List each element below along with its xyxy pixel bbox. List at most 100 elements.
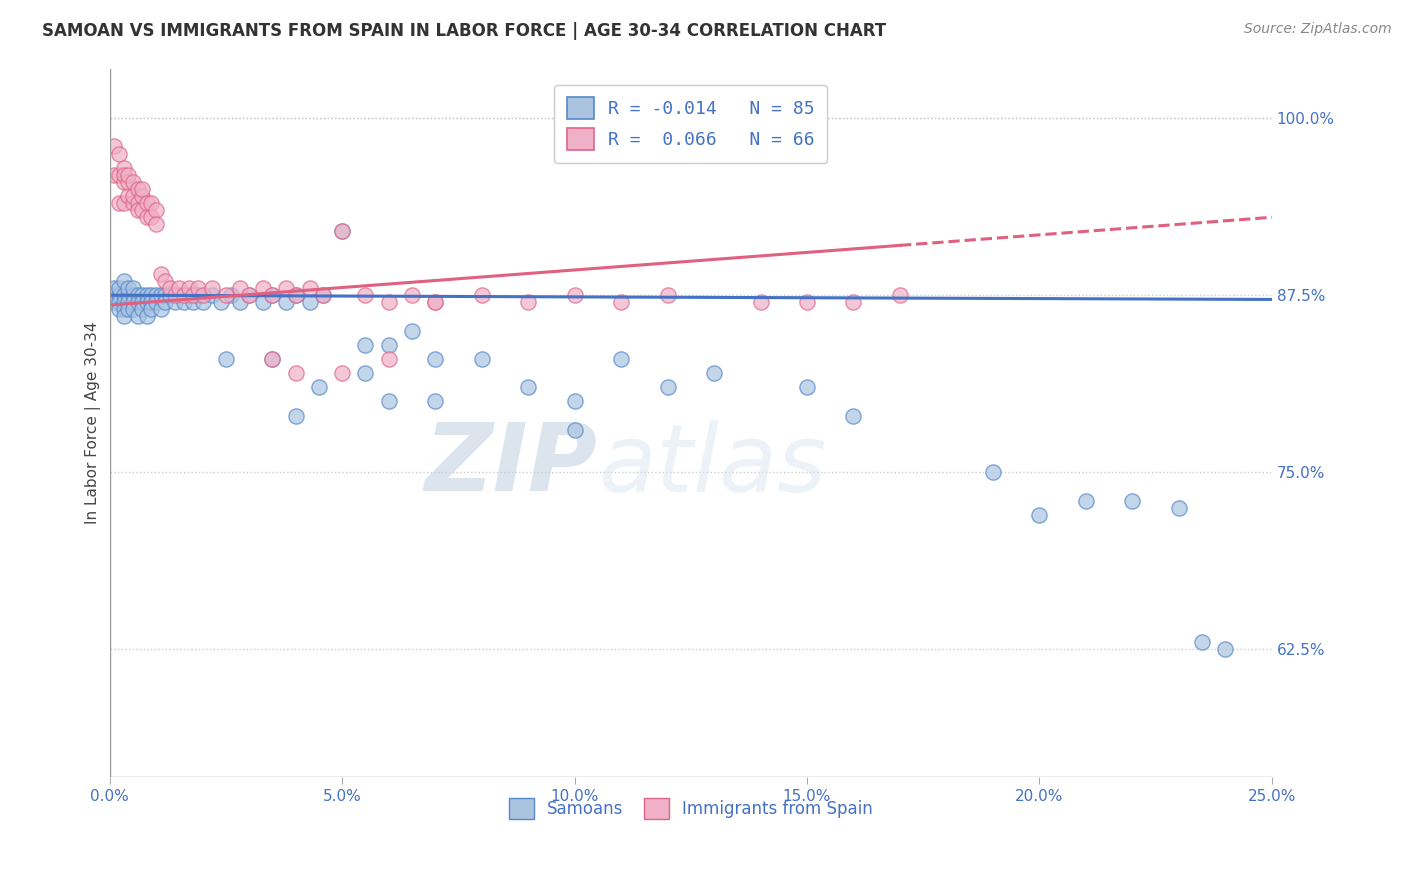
Point — [703, 366, 725, 380]
Point — [131, 189, 153, 203]
Point — [145, 203, 167, 218]
Point — [423, 351, 446, 366]
Point — [117, 281, 139, 295]
Point — [117, 189, 139, 203]
Point — [131, 302, 153, 317]
Point — [127, 295, 149, 310]
Point — [238, 288, 260, 302]
Point — [103, 139, 125, 153]
Point — [127, 182, 149, 196]
Point — [517, 295, 540, 310]
Point — [108, 168, 131, 182]
Text: atlas: atlas — [598, 420, 827, 511]
Point — [238, 288, 260, 302]
Point — [657, 288, 679, 302]
Point — [423, 394, 446, 409]
Point — [229, 295, 252, 310]
Point — [284, 409, 307, 423]
Point — [284, 288, 307, 302]
Point — [163, 288, 186, 302]
Point — [135, 196, 157, 211]
Point — [564, 423, 586, 437]
Point — [145, 288, 167, 302]
Point — [312, 288, 335, 302]
Point — [564, 288, 586, 302]
Point — [112, 274, 135, 288]
Point — [1121, 493, 1143, 508]
Point — [149, 302, 172, 317]
Point — [889, 288, 911, 302]
Text: SAMOAN VS IMMIGRANTS FROM SPAIN IN LABOR FORCE | AGE 30-34 CORRELATION CHART: SAMOAN VS IMMIGRANTS FROM SPAIN IN LABOR… — [42, 22, 886, 40]
Point — [108, 295, 131, 310]
Point — [354, 338, 377, 352]
Point — [354, 288, 377, 302]
Point — [159, 281, 181, 295]
Point — [135, 288, 157, 302]
Point — [284, 288, 307, 302]
Point — [117, 288, 139, 302]
Point — [298, 281, 321, 295]
Point — [471, 351, 494, 366]
Point — [842, 295, 865, 310]
Point — [112, 302, 135, 317]
Point — [122, 281, 145, 295]
Point — [401, 288, 423, 302]
Point — [262, 351, 284, 366]
Point — [377, 351, 399, 366]
Point — [330, 224, 353, 238]
Point — [108, 281, 131, 295]
Point — [191, 288, 214, 302]
Point — [276, 281, 298, 295]
Point — [610, 351, 633, 366]
Point — [141, 295, 163, 310]
Point — [141, 196, 163, 211]
Point — [108, 146, 131, 161]
Point — [112, 288, 135, 302]
Point — [155, 288, 177, 302]
Point — [103, 295, 125, 310]
Point — [423, 295, 446, 310]
Point — [145, 218, 167, 232]
Point — [131, 288, 153, 302]
Point — [112, 196, 135, 211]
Point — [117, 302, 139, 317]
Point — [131, 203, 153, 218]
Point — [181, 288, 204, 302]
Point — [796, 295, 818, 310]
Point — [177, 281, 200, 295]
Point — [117, 168, 139, 182]
Point — [131, 295, 153, 310]
Point — [401, 324, 423, 338]
Point — [169, 288, 191, 302]
Point — [127, 310, 149, 324]
Point — [517, 380, 540, 394]
Point — [201, 288, 224, 302]
Point — [131, 182, 153, 196]
Point — [564, 394, 586, 409]
Point — [308, 380, 330, 394]
Point — [122, 175, 145, 189]
Point — [796, 380, 818, 394]
Point — [141, 302, 163, 317]
Point — [122, 189, 145, 203]
Point — [181, 295, 204, 310]
Point — [112, 161, 135, 175]
Point — [377, 295, 399, 310]
Point — [103, 281, 125, 295]
Point — [112, 168, 135, 182]
Point — [312, 288, 335, 302]
Point — [135, 310, 157, 324]
Point — [284, 366, 307, 380]
Point — [229, 281, 252, 295]
Point — [149, 288, 172, 302]
Point — [135, 211, 157, 225]
Point — [112, 310, 135, 324]
Point — [127, 203, 149, 218]
Point — [1191, 635, 1213, 649]
Point — [610, 295, 633, 310]
Point — [377, 394, 399, 409]
Point — [354, 366, 377, 380]
Point — [262, 288, 284, 302]
Point — [127, 288, 149, 302]
Point — [108, 196, 131, 211]
